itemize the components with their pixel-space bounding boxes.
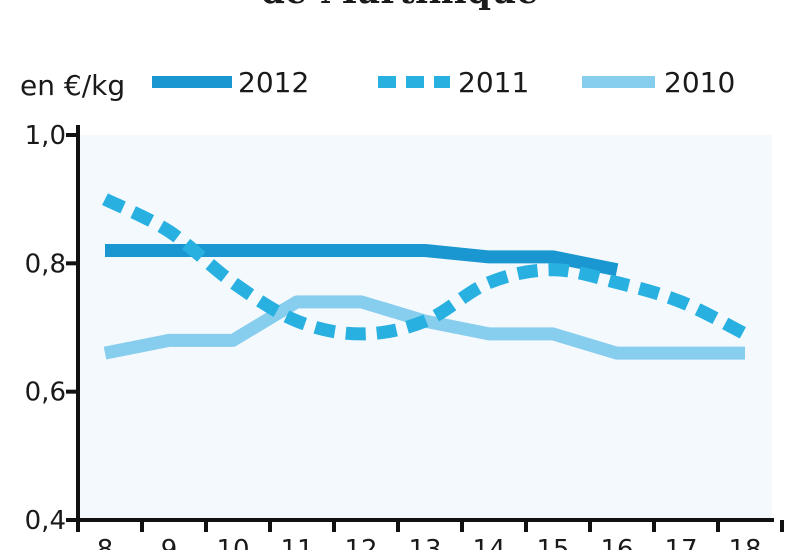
axes: 1,0 0,8 0,6 0,4 8 9 10 11 12 13 14 15 16 17 18 xyxy=(25,121,784,550)
legend-label-2011: 2011 xyxy=(458,66,529,99)
x-tick-label: 11 xyxy=(280,535,313,550)
x-tick-label: 10 xyxy=(216,535,249,550)
x-tick-label: 14 xyxy=(472,535,505,550)
x-tick-label: 18 xyxy=(728,535,761,550)
chart-title: de Martinique xyxy=(0,0,800,12)
x-tick-label: 12 xyxy=(344,535,377,550)
series-layer xyxy=(102,193,748,360)
legend-label-2010: 2010 xyxy=(664,66,735,99)
y-tick-label: 0,4 xyxy=(25,506,66,536)
series-line-2011 xyxy=(102,193,748,341)
x-tick-label: 17 xyxy=(664,535,697,550)
x-tick-label: 8 xyxy=(97,535,114,550)
x-tick-label: 15 xyxy=(536,535,569,550)
legend-label-2012: 2012 xyxy=(238,66,309,99)
y-tick-label: 0,8 xyxy=(25,249,66,279)
x-tick-label: 13 xyxy=(408,535,441,550)
x-tick-label: 9 xyxy=(161,535,178,550)
y-tick-label: 0,6 xyxy=(25,378,66,408)
legend: 2012 2011 2010 xyxy=(152,66,735,99)
y-axis-unit-label: en €/kg xyxy=(20,69,125,102)
y-tick-label: 1,0 xyxy=(25,121,66,151)
x-tick-label: 16 xyxy=(600,535,633,550)
